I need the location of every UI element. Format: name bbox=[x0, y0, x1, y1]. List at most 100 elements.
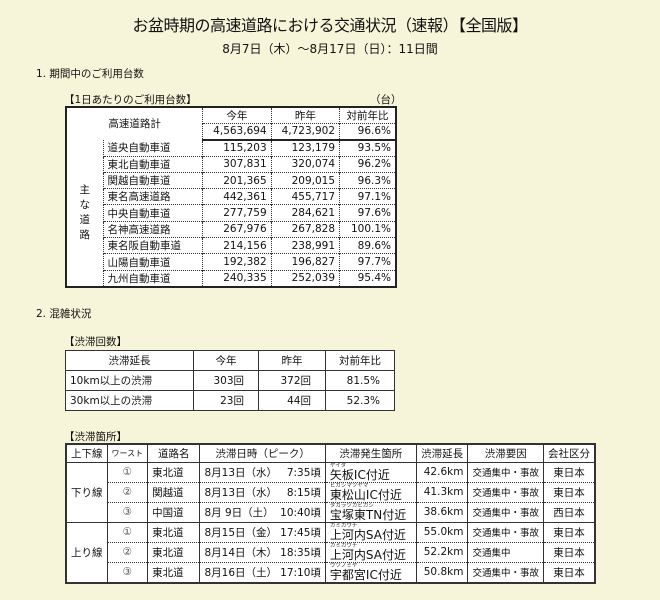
col-ratio: 対前年比 bbox=[339, 107, 396, 124]
this-year-cell: 192,382 bbox=[202, 253, 272, 271]
place-name: 矢板IC付近 bbox=[329, 467, 390, 482]
ratio-cell: 100.1% bbox=[339, 220, 396, 238]
ratio-cell: 96.2% bbox=[339, 155, 396, 173]
ratio-cell: 95.4% bbox=[339, 269, 396, 287]
this-year-cell: 115,203 bbox=[202, 139, 272, 157]
last-year-cell: 267,828 bbox=[270, 220, 340, 238]
table-row: ② 関越道 8月13日（水） 8:15頃 ヒガシマツヤマ 東松山IC付近 41.3km 交通集… bbox=[66, 481, 595, 502]
last-year-cell: 252,039 bbox=[270, 269, 340, 287]
last-year-cell: 284,621 bbox=[270, 204, 340, 222]
length-cell: 50.8km bbox=[415, 561, 468, 583]
table-row: 30km以上の渋滞 23回 44回 52.3% bbox=[65, 390, 395, 411]
group-label: 主な道路 bbox=[66, 140, 103, 287]
length-cell: 41.3km bbox=[415, 481, 468, 502]
ratio-cell: 97.6% bbox=[339, 204, 396, 222]
this-year-cell: 277,759 bbox=[202, 204, 272, 222]
table-row: 関越自動車道 201,365 209,015 96.3% bbox=[66, 171, 396, 189]
col-road: 道路名 bbox=[147, 443, 201, 463]
place-reading: ヒガシマツヤマ bbox=[329, 482, 369, 489]
date: 8月14日（木） bbox=[204, 546, 278, 559]
jam-spots-table: 上下線 ワースト 道路名 渋滞日時（ピーク） 渋滞発生箇所 渋滞延長 渋滞要因 … bbox=[65, 443, 596, 584]
this-year-cell: 307,831 bbox=[202, 155, 272, 173]
datetime-cell: 8月13日（水） 7:35頃 bbox=[199, 461, 326, 482]
col-direction: 上下線 bbox=[65, 443, 108, 463]
cause-cell: 交通集中・事故 bbox=[467, 561, 544, 583]
col-this-year: 今年 bbox=[202, 107, 272, 124]
road-cell: 東北道 bbox=[147, 461, 200, 482]
total-ratio: 96.6% bbox=[339, 122, 396, 141]
place-cell: カミカワチ 上河内SA付近 bbox=[324, 521, 417, 542]
col-place: 渋滞発生箇所 bbox=[324, 443, 417, 463]
period-subtitle: 8月7日（木）〜8月17日（日）：11日間 bbox=[222, 42, 438, 56]
direction-cell: 下り線 bbox=[65, 461, 107, 522]
last-year-cell: 372回 bbox=[258, 370, 326, 391]
this-year-cell: 201,365 bbox=[202, 171, 272, 189]
company-cell: 東日本 bbox=[543, 481, 595, 502]
road-name: 東北自動車道 bbox=[102, 155, 203, 173]
time: 7:35頃 bbox=[286, 466, 321, 479]
time: 17:10頃 bbox=[280, 566, 321, 579]
place-cell: ヤイタ 矢板IC付近 bbox=[324, 461, 417, 482]
table-row: ③ 東北道 8月16日（土） 17:10頃 ウツノミヤ 宇都宮IC付近 50.8km 交通集中… bbox=[66, 561, 595, 583]
company-cell: 東日本 bbox=[543, 461, 595, 482]
date: 8月13日（水） bbox=[204, 466, 278, 479]
col-length: 渋滞延長 bbox=[415, 443, 469, 463]
date: 8月16日（土） bbox=[204, 566, 278, 579]
road-cell: 東北道 bbox=[147, 521, 200, 542]
total-label: 高速道路計 bbox=[108, 118, 161, 131]
road-name: 東名阪自動車道 bbox=[102, 237, 203, 254]
date: 8月 9日（土） bbox=[204, 506, 274, 519]
table-row: 東北自動車道 307,831 320,074 96.2% bbox=[66, 155, 396, 173]
place-reading: カミカワチ bbox=[329, 542, 358, 549]
place-cell: ウツノミヤ 宇都宮IC付近 bbox=[324, 561, 417, 583]
table-row: 中央自動車道 277,759 284,621 97.6% bbox=[66, 204, 396, 222]
col-this-year: 今年 bbox=[193, 350, 259, 371]
ratio-cell: 89.6% bbox=[339, 237, 396, 254]
jam-count-label: 【渋滞回数】 bbox=[64, 336, 127, 348]
last-year-cell: 455,717 bbox=[270, 188, 340, 205]
road-name: 道央自動車道 bbox=[102, 139, 203, 157]
last-year-cell: 123,179 bbox=[270, 139, 340, 157]
cause-cell: 交通集中・事故 bbox=[467, 521, 544, 542]
road-name: 東名高速道路 bbox=[102, 188, 203, 205]
this-year-cell: 303回 bbox=[193, 370, 259, 391]
col-last-year: 昨年 bbox=[270, 107, 340, 124]
table-row: 10km以上の渋滞 303回 372回 81.5% bbox=[65, 370, 395, 391]
table-row: ③ 中国道 8月 9日（土） 10:40頃 タカラヅカヒガシ 宝塚東TN付近 38.6km 交… bbox=[66, 501, 595, 522]
rank-cell: ① bbox=[106, 521, 148, 542]
place-name: 宇都宮IC付近 bbox=[329, 567, 402, 582]
col-cause: 渋滞要因 bbox=[467, 443, 544, 463]
ratio-cell: 97.7% bbox=[339, 253, 396, 271]
road-name: 山陽自動車道 bbox=[102, 253, 203, 271]
place-reading: ウツノミヤ bbox=[329, 562, 358, 569]
last-year-cell: 238,991 bbox=[270, 237, 340, 254]
jam-count-table: 渋滞延長 今年 昨年 対前年比 10km以上の渋滞 303回 372回 81.5… bbox=[65, 350, 395, 411]
last-year-cell: 320,074 bbox=[270, 155, 340, 173]
table-row: 上り線 ① 東北道 8月15日（金） 17:45頃 カミカワチ 上河内SA付近 55.0km 交… bbox=[65, 521, 595, 583]
length-cell: 38.6km bbox=[415, 501, 468, 522]
ratio-cell: 81.5% bbox=[325, 370, 395, 391]
this-year-cell: 214,156 bbox=[202, 237, 272, 254]
table-row: 東名高速道路 442,361 455,717 97.1% bbox=[66, 188, 396, 205]
rank-cell: ② bbox=[106, 541, 148, 562]
road-cell: 中国道 bbox=[147, 501, 200, 522]
col-datetime: 渋滞日時（ピーク） bbox=[199, 443, 326, 463]
datetime-cell: 8月14日（木） 18:35頃 bbox=[199, 541, 326, 562]
table-row: 山陽自動車道 192,382 196,827 97.7% bbox=[66, 253, 396, 271]
ratio-cell: 97.1% bbox=[339, 188, 396, 205]
place-reading: ヤイタ bbox=[329, 462, 347, 469]
length-cell: 10km以上の渋滞 bbox=[65, 370, 194, 391]
place-name: 上河内SA付近 bbox=[329, 527, 406, 542]
length-cell: 42.6km bbox=[415, 461, 468, 482]
length-cell: 55.0km bbox=[415, 521, 468, 542]
total-this-year: 4,563,694 bbox=[202, 122, 272, 141]
jam-spots-label: 【渋滞箇所】 bbox=[64, 431, 127, 443]
last-year-cell: 44回 bbox=[258, 390, 326, 411]
group-label-text: 主な道路 bbox=[79, 183, 91, 241]
place-reading: タカラヅカヒガシ bbox=[329, 502, 374, 509]
date: 8月15日（金） bbox=[204, 526, 278, 539]
road-name: 九州自動車道 bbox=[102, 269, 203, 287]
rank-cell: ② bbox=[106, 481, 148, 502]
date: 8月13日（水） bbox=[204, 486, 278, 499]
time: 17:45頃 bbox=[280, 526, 321, 539]
